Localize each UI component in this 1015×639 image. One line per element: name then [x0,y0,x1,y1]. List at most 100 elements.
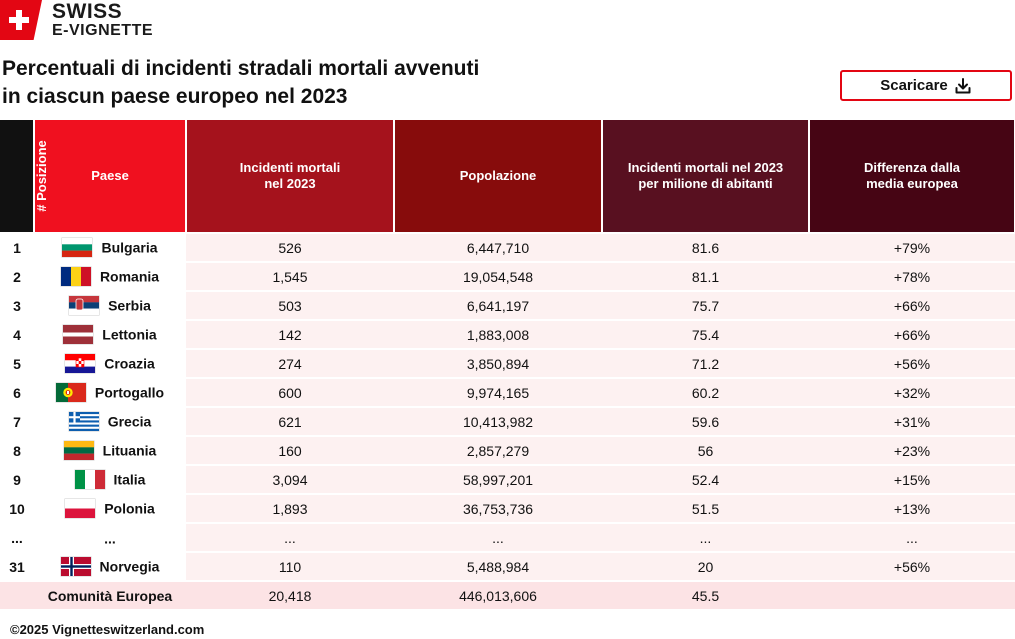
cell-rate: ... [602,522,809,552]
header-rate: Incidenti mortali nel 2023 per milione di… [602,120,810,233]
cell-difference: +56% [809,551,1015,581]
cell-rank [0,580,34,609]
swiss-cross-icon [0,0,42,40]
country-name: Serbia [108,297,151,314]
cell-rank: 3 [0,290,34,320]
cell-deaths: ... [186,522,394,552]
title-line-2: in ciascun paese europeo nel 2023 [2,85,348,108]
cell-rate: 20 [602,551,809,581]
cell-deaths: 274 [186,348,394,378]
cell-deaths: 3,094 [186,464,394,494]
cell-difference: +15% [809,464,1015,494]
flag-greece-icon [68,412,99,431]
table-row: 5 Croazia 274 3,850,894 71.2 +56% [0,348,1015,378]
country-name: Grecia [107,413,152,430]
cell-deaths: 110 [186,551,394,581]
cell-country: Grecia [34,406,186,436]
brand-logo: SWISS E-VIGNETTE [0,0,153,40]
cell-rate: 75.7 [602,290,809,320]
country-name: Romania [99,268,160,285]
cell-population: 1,883,008 [394,319,602,349]
table-row: 7 Grecia 621 10,413,982 59.6 +31% [0,406,1015,436]
cell-country: Portogallo [34,377,186,407]
cell-country: ... [34,522,186,552]
cell-difference: +23% [809,435,1015,465]
flag-italy-icon [74,470,105,489]
cell-population: 9,974,165 [394,377,602,407]
cell-rate: 56 [602,435,809,465]
cell-population: 58,997,201 [394,464,602,494]
flag-bulgaria-icon [62,238,93,257]
page-title: Percentuali di incidenti stradali mortal… [2,55,479,111]
country-name: ... [104,530,116,547]
cell-country: Lettonia [34,319,186,349]
table-row: 2 Romania 1,545 19,054,548 81.1 +78% [0,261,1015,291]
cell-country: Lituania [34,435,186,465]
table-header-row: # Posizione Paese Incidenti mortali nel 2… [0,120,1015,233]
cell-rank: 10 [0,493,34,523]
flag-latvia-icon [63,325,94,344]
cell-difference [809,580,1015,609]
country-name: Polonia [104,500,155,517]
table-row: 31 Norvegia 110 5,488,984 20 +56% [0,551,1015,581]
flag-lithuania-icon [63,441,94,460]
cell-rate: 60.2 [602,377,809,407]
cell-population: 2,857,279 [394,435,602,465]
table-row: 6 Portogallo 600 9,974,165 60.2 +32% [0,377,1015,407]
flag-romania-icon [60,267,91,286]
cell-country: Norvegia [34,551,186,581]
cell-deaths: 600 [186,377,394,407]
cell-deaths: 160 [186,435,394,465]
cell-difference: +66% [809,319,1015,349]
header-country: Paese [34,120,187,233]
table-row: 8 Lituania 160 2,857,279 56 +23% [0,435,1015,465]
cell-deaths: 1,545 [186,261,394,291]
cell-difference: +32% [809,377,1015,407]
cell-country: Serbia [34,290,186,320]
cell-rate: 45.5 [602,580,809,609]
flag-poland-icon [65,499,96,518]
footer-copyright: ©2025 Vignetteswitzerland.com [10,622,205,637]
country-name: Italia [113,471,146,488]
cell-population: 19,054,548 [394,261,602,291]
cell-difference: +78% [809,261,1015,291]
cell-population: 36,753,736 [394,493,602,523]
flag-serbia-icon [69,296,100,315]
cell-difference: +56% [809,348,1015,378]
cell-deaths: 1,893 [186,493,394,523]
header-difference: Differenza dalla media europea [809,120,1015,233]
cell-country: Polonia [34,493,186,523]
logo-line-2: E-VIGNETTE [52,22,154,39]
cell-population: ... [394,522,602,552]
cell-difference: +13% [809,493,1015,523]
cell-deaths: 621 [186,406,394,436]
header-deaths: Incidenti mortali nel 2023 [186,120,395,233]
cell-rate: 51.5 [602,493,809,523]
cell-deaths: 142 [186,319,394,349]
table-row: 1 Bulgaria 526 6,447,710 81.6 +79% [0,232,1015,262]
table-row: 4 Lettonia 142 1,883,008 75.4 +66% [0,319,1015,349]
cell-rank: 9 [0,464,34,494]
table-row-ellipsis: .................. [0,522,1015,552]
cell-country: Bulgaria [34,232,186,262]
header-population: Popolazione [394,120,603,233]
cell-population: 6,447,710 [394,232,602,262]
download-button[interactable]: Scaricare [840,70,1012,101]
cell-country: Italia [34,464,186,494]
country-name: Croazia [104,355,155,372]
table-row-total: Comunità Europea 20,418 446,013,606 45.5 [0,580,1015,609]
cell-difference: +31% [809,406,1015,436]
cell-deaths: 526 [186,232,394,262]
cell-rate: 81.6 [602,232,809,262]
cell-rank: 31 [0,551,34,581]
table-row: 9 Italia 3,094 58,997,201 52.4 +15% [0,464,1015,494]
cell-country: Croazia [34,348,186,378]
cell-population: 6,641,197 [394,290,602,320]
cell-rank: 8 [0,435,34,465]
cell-rate: 59.6 [602,406,809,436]
header-rank: # Posizione [0,120,49,233]
cell-deaths: 20,418 [186,580,394,609]
country-name: Lettonia [102,326,157,343]
cell-rate: 81.1 [602,261,809,291]
cell-difference: ... [809,522,1015,552]
